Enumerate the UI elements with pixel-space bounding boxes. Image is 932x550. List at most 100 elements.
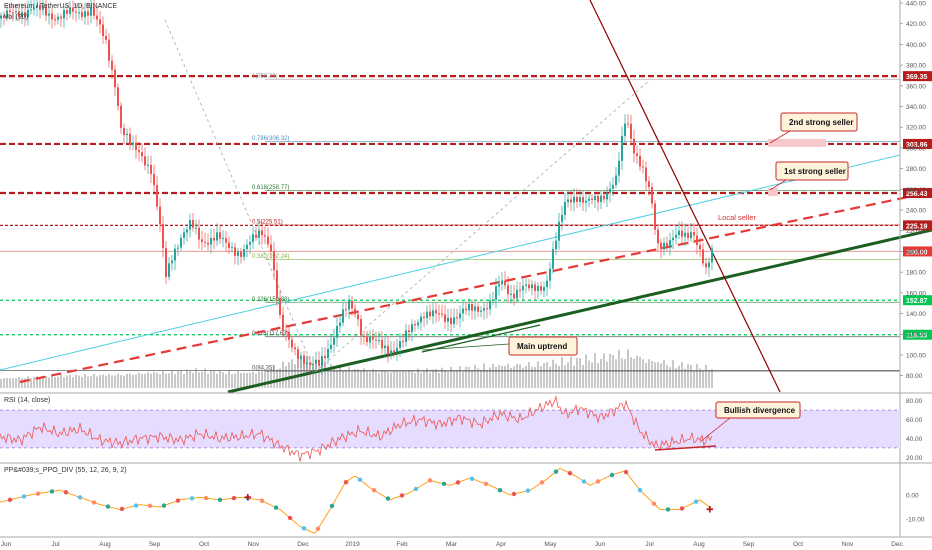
candle-body: [234, 247, 236, 256]
ppo-signal-dot: [77, 495, 83, 500]
channel-line: [0, 154, 901, 371]
volume-legend[interactable]: Vol (20): [4, 14, 29, 21]
candle-body: [279, 298, 281, 315]
ppo-signal-dot: [637, 487, 643, 493]
candle-body: [12, 12, 14, 14]
volume-bar: [225, 374, 227, 388]
candle-body: [429, 311, 431, 317]
volume-bar: [210, 370, 212, 388]
divergence-line: [654, 445, 717, 451]
rsi-legend[interactable]: RSI (14, close): [4, 397, 51, 404]
label-main-uptrend: Main uptrend: [517, 342, 567, 351]
price-tick-label: 160.00: [906, 290, 926, 297]
volume-bar: [114, 375, 116, 388]
level-price-label: 369.35: [906, 74, 928, 81]
time-tick-label: Jun: [595, 541, 606, 548]
volume-bar: [90, 376, 92, 388]
volume-bar: [711, 369, 713, 388]
ppo-signal-dot: [609, 472, 615, 478]
candle-body: [576, 196, 578, 203]
volume-bar: [672, 360, 674, 388]
price-axis[interactable]: 369.35 303.86 256.43 225.19 200.00 152.87 119.…: [900, 1, 932, 381]
candle-body: [600, 195, 602, 203]
ppo-legend[interactable]: PP&#039;s_PPO_DIV (55, 12, 26, 9, 2): [4, 467, 127, 474]
level-price-tag: [903, 71, 932, 82]
candle-body: [636, 153, 638, 156]
ppo-signal-dot: [497, 487, 503, 493]
candle-body: [354, 308, 356, 315]
candle-body: [183, 232, 185, 238]
rsi-tick-label: 60.00: [906, 417, 923, 424]
ppo-signal-dot: [49, 489, 55, 494]
volume-bar: [156, 372, 158, 388]
candle-body: [228, 242, 230, 248]
time-tick-label: Feb: [396, 541, 408, 548]
label-bullish-divergence-box: [715, 401, 801, 419]
candle-body: [408, 330, 410, 333]
volume-bar: [207, 373, 209, 388]
candle-body: [60, 16, 62, 19]
volume-bar: [576, 357, 578, 388]
candle-body: [381, 340, 383, 349]
candle-body: [702, 249, 704, 264]
candle-body: [651, 187, 653, 204]
candle-body: [114, 69, 116, 88]
volume-bar: [360, 371, 362, 388]
volume-bar: [600, 358, 602, 388]
time-axis[interactable]: Jun Jul Aug Sep Oct Nov Dec 2019 Feb Mar Apr May Jun…: [1, 541, 904, 548]
candle-body: [471, 303, 473, 311]
volume-bar: [321, 364, 323, 388]
volume-bar: [192, 373, 194, 388]
ppo-signal-dot: [7, 497, 13, 502]
price-tick-label: 100.00: [906, 352, 926, 359]
volume-bar: [567, 362, 569, 388]
candle-body: [372, 336, 374, 340]
volume-bar: [36, 376, 38, 388]
price-tick-label: 400.00: [906, 42, 926, 49]
candle-body: [690, 232, 692, 239]
candle-body: [24, 12, 26, 18]
volume-bar: [390, 372, 392, 388]
candle-body: [348, 300, 350, 310]
candle-body: [156, 185, 158, 207]
candle-body: [684, 232, 686, 237]
volume-bar: [657, 362, 659, 388]
time-tick-label: Oct: [793, 541, 803, 548]
candle-body: [273, 251, 275, 271]
candle-body: [339, 322, 341, 327]
volume-bar: [489, 367, 491, 388]
volume-bar: [9, 378, 11, 388]
ppo-signal-dot: [287, 515, 293, 521]
candle-body: [624, 123, 626, 136]
candle-body: [360, 319, 362, 336]
volume-bar: [204, 368, 206, 388]
volume-bar: [684, 368, 686, 388]
candle-body: [567, 199, 569, 202]
candle-body: [294, 347, 296, 350]
ppo-signal-dot: [203, 495, 209, 501]
candle-body: [312, 363, 314, 365]
candle-body: [117, 87, 119, 106]
level-price-tag: [903, 188, 932, 199]
candle-body: [618, 160, 620, 176]
candle-body: [36, 4, 38, 8]
volume-bar: [477, 368, 479, 388]
candle-body: [657, 229, 659, 244]
candle-body: [135, 142, 137, 151]
ppo-signal-dot: [119, 506, 125, 512]
candle-body: [561, 214, 563, 222]
volume-bar: [618, 349, 620, 388]
candle-body: [207, 242, 209, 245]
volume-bar: [384, 370, 386, 388]
candle-body: [423, 316, 425, 318]
price-tick-label: 120.00: [906, 332, 926, 339]
candle-body: [633, 138, 635, 154]
time-tick-label: Apr: [496, 541, 507, 548]
candle-body: [420, 316, 422, 323]
candle-body: [708, 262, 710, 268]
volume-bar: [282, 361, 284, 388]
ppo-signal-dot: [539, 480, 545, 485]
candle-body: [177, 247, 179, 249]
ppo-signal-dot: [259, 498, 265, 503]
